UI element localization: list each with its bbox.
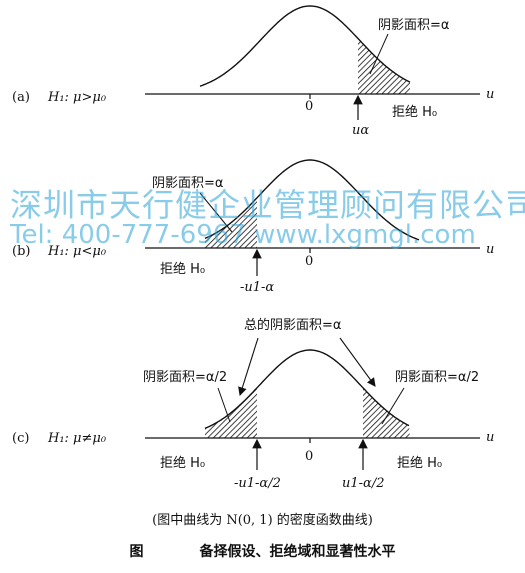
panel-c-total-area-label: 总的阴影面积=α [244, 318, 342, 333]
panel-c-right-area-label: 阴影面积=α/2 [395, 370, 480, 385]
panel-c-right-reject-label: 拒绝 H₀ [397, 456, 443, 471]
panel-a-zero-tick-label: 0 [305, 99, 314, 114]
panel-c-left-area-label: 阴影面积=α/2 [143, 370, 228, 385]
panel-c-density-curve [204, 349, 410, 429]
panel-b-critical-value: -u1-α [240, 280, 275, 295]
panel-c-left-critical-value: -u1-α/2 [234, 476, 281, 491]
panel-c-left-area-leader [217, 387, 231, 423]
panel-c-right-area-leader [381, 387, 405, 425]
figure-note: (图中曲线为 N(0, 1) 的密度函数曲线) [152, 513, 373, 528]
figure-title-line: 图 备择假设、拒绝域和显著性水平 [0, 541, 525, 561]
figure-title: 备择假设、拒绝域和显著性水平 [199, 544, 396, 560]
panel-a-shaded-area-label: 阴影面积=α [378, 18, 450, 33]
panel-b-area-leader-line [199, 192, 233, 233]
panel-c-axis-variable: u [486, 430, 495, 445]
panel-c-tag: (c) [12, 431, 30, 446]
panel-b-reject-label: 拒绝 H₀ [160, 262, 206, 277]
panel-c-zero-tick-label: 0 [305, 449, 314, 464]
watermark-company: 深圳市天行健企业管理顾问有限公司 [10, 186, 525, 224]
panel-b-tag: (b) [12, 244, 31, 259]
panel-b-zero-tick-label: 0 [305, 254, 314, 269]
panel-c-total-left-arrow [238, 337, 259, 397]
panel-a-tag: (a) [12, 90, 30, 105]
panel-c-right-critical-value: u1-α/2 [342, 476, 385, 491]
panel-b-density-curve [204, 159, 420, 241]
panel-b-axis-variable: u [486, 242, 495, 257]
panel-c-left-reject-label: 拒绝 H₀ [160, 456, 206, 471]
panel-a-axis-variable: u [486, 87, 495, 102]
watermark-contact: Tel: 400-777-6967 www.lxgmgl.com [10, 220, 476, 250]
panel-b-hypothesis: H₁: μ<μ₀ [48, 244, 107, 259]
figure-title-prefix: 图 [129, 544, 144, 560]
panel-b-shaded-area-label: 阴影面积=α [152, 176, 224, 191]
panel-a-critical-value: uα [352, 123, 370, 138]
panel-c-total-right-arrow [339, 337, 376, 387]
panel-a-density-curve [199, 5, 411, 87]
panel-a-area-leader-line [369, 33, 389, 75]
panel-a-reject-label: 拒绝 H₀ [392, 105, 438, 120]
panel-c-hypothesis: H₁: μ≠μ₀ [48, 431, 107, 446]
panel-a-hypothesis: H₁: μ>μ₀ [48, 90, 107, 105]
